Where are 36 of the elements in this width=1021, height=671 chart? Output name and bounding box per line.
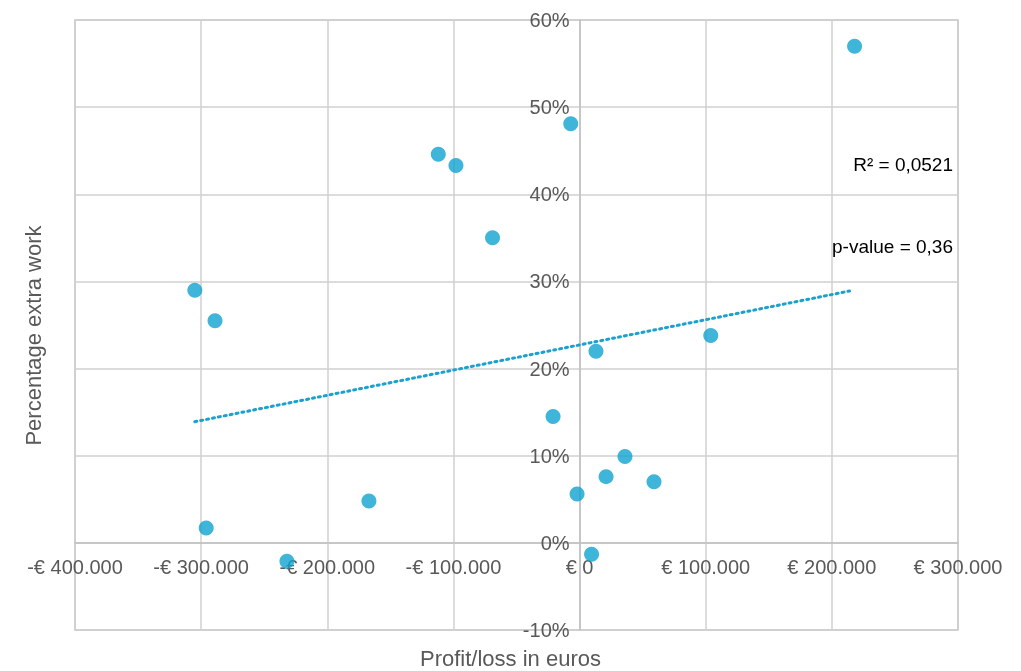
point <box>448 158 464 174</box>
point <box>617 449 633 465</box>
point <box>703 327 719 343</box>
y-tick-label: 60% <box>529 9 570 31</box>
x-tick-label: -€ 300.000 <box>153 555 249 578</box>
x-tick-label: € 200.000 <box>787 555 877 578</box>
y-tick-label: 10% <box>529 444 570 467</box>
point <box>207 313 223 329</box>
x-axis-title: Profit/loss in euros <box>420 645 601 671</box>
y-tick-label: 0% <box>540 531 570 554</box>
x-tick-label: € 100.000 <box>661 555 751 578</box>
y-tick-label: 30% <box>529 270 570 293</box>
x-tick-label: -€ 100.000 <box>405 555 502 578</box>
point <box>485 230 501 246</box>
y-tick-label: 20% <box>529 357 570 380</box>
y-tick-label: 50% <box>529 96 570 119</box>
point <box>361 493 377 509</box>
point <box>187 282 203 298</box>
annotation: p-value = 0,36 <box>832 236 953 257</box>
point <box>563 116 579 132</box>
x-tick-label: € 300.000 <box>913 555 1003 578</box>
point <box>198 520 214 536</box>
y-axis-title: Percentage extra work <box>20 224 46 446</box>
x-tick-label: € 0 <box>565 555 594 578</box>
y-tick-label: -10% <box>522 619 570 641</box>
point <box>598 469 614 485</box>
x-tick-label: -€ 400.000 <box>27 555 123 578</box>
point <box>588 343 604 359</box>
point <box>584 546 600 562</box>
point <box>847 38 863 54</box>
point <box>430 146 446 162</box>
point <box>646 474 662 490</box>
y-tick-label: 40% <box>529 183 570 206</box>
point <box>545 409 561 424</box>
point <box>569 486 585 502</box>
annotation: R² = 0,0521 <box>853 154 954 175</box>
